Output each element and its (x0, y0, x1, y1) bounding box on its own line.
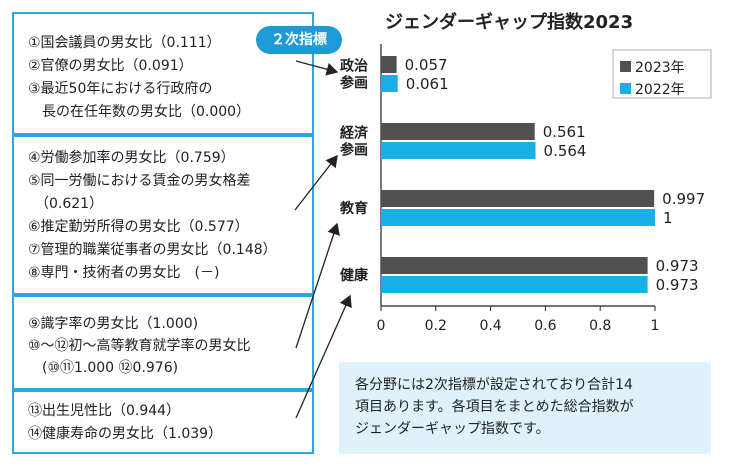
arrow-economic (294, 154, 338, 211)
x-tick-label: 0.8 (589, 318, 611, 334)
panel-line: ⑧専門・技術者の男女比 (－) (28, 265, 220, 281)
panel-line: ②官僚の男女比（0.091） (28, 58, 193, 74)
data-label: 0.564 (544, 142, 587, 160)
legend-label: 2022年 (635, 82, 685, 98)
bar-2023 (381, 56, 397, 73)
x-tick-label: 0.2 (425, 318, 447, 334)
data-label: 0.997 (662, 190, 705, 208)
note-line: 各分野には2次指標が設定されており合計14 (355, 377, 633, 393)
panel-line: ⑤同一労働における賃金の男女格差 (28, 173, 251, 189)
data-label: 0.561 (543, 123, 586, 141)
legend-swatch (620, 83, 631, 94)
panel-line: 長の在任年数の男女比（0.000） (28, 104, 251, 120)
bar-2022 (381, 209, 655, 226)
data-label: 1 (663, 209, 673, 227)
category-label: 参画 (340, 142, 368, 159)
note-line: 項目あります。各項目をまとめた総合指数が (355, 399, 634, 415)
category-label: 経済 (340, 125, 369, 142)
data-label: 0.057 (405, 56, 448, 74)
panel-line: ⑭健康寿命の男女比（1.039） (28, 426, 223, 442)
arrow-health (295, 294, 352, 419)
panel-health: ⑬出生児性比（0.944） ⑭健康寿命の男女比（1.039） (12, 390, 314, 454)
panel-line: ③最近50年における行政府の (28, 81, 213, 97)
category-label: 教育 (340, 200, 368, 217)
chart-title: ジェンダーギャップ指数2023 (385, 12, 634, 33)
panel-line: ⑬出生児性比（0.944） (28, 403, 181, 419)
bar-2022 (381, 142, 536, 159)
legend-swatch (620, 61, 631, 72)
category-label: 参画 (340, 75, 368, 92)
x-tick-label: 0 (377, 318, 386, 334)
bar-2022 (381, 276, 648, 293)
panel-line: ⑥推定勤労所得の男女比（0.577） (28, 219, 249, 235)
category-label: 健康 (340, 267, 369, 284)
bar-2023 (381, 257, 648, 274)
arrow-education (295, 222, 340, 349)
category-label: 政治 (340, 58, 368, 75)
x-tick-label: 0.6 (534, 318, 556, 334)
panel-economic: ④労働参加率の男女比（0.759） ⑤同一労働における賃金の男女格差 （0.62… (12, 135, 314, 295)
explanation-note: 各分野には2次指標が設定されており合計14 項目あります。各項目をまとめた総合指… (339, 362, 711, 454)
x-tick-label: 1 (651, 318, 660, 334)
data-label: 0.973 (656, 257, 699, 275)
bar-2023 (381, 190, 655, 207)
panel-line: ⑨識字率の男女比（1.000) (28, 316, 199, 332)
data-label: 0.061 (406, 75, 449, 93)
panel-line: ⑦管理的職業従事者の男女比（0.148） (28, 242, 277, 258)
bar-2022 (381, 75, 398, 92)
panel-line: ⑩～⑫初～高等教育就学率の男女比 (28, 338, 251, 354)
panel-line: (⑩⑪1.000 ⑫0.976) (28, 360, 179, 376)
panel-education: ⑨識字率の男女比（1.000) ⑩～⑫初～高等教育就学率の男女比 (⑩⑪1.00… (12, 295, 314, 390)
panel-line: ①国会議員の男女比（0.111） (28, 35, 221, 51)
secondary-indicator-badge: ２次指標 (256, 26, 342, 54)
legend-label: 2023年 (635, 60, 685, 76)
note-line: ジェンダーギャップ指数です。 (355, 421, 550, 437)
panel-line: ④労働参加率の男女比（0.759） (28, 150, 235, 166)
x-tick-label: 0.4 (479, 318, 501, 334)
panel-line: （0.621） (28, 196, 104, 212)
bar-2023 (381, 123, 535, 140)
data-label: 0.973 (656, 276, 699, 294)
arrow-political (295, 60, 339, 76)
